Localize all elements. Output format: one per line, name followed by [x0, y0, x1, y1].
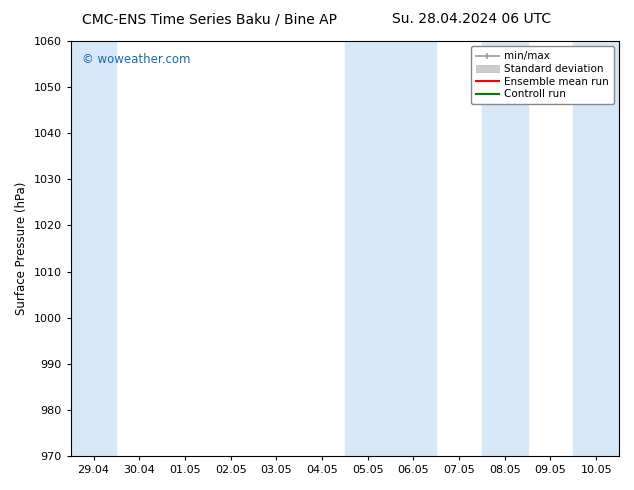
- Bar: [573, 41, 619, 456]
- Bar: [345, 41, 436, 456]
- Text: Su. 28.04.2024 06 UTC: Su. 28.04.2024 06 UTC: [392, 12, 552, 26]
- Y-axis label: Surface Pressure (hPa): Surface Pressure (hPa): [15, 182, 28, 315]
- Text: © woweather.com: © woweather.com: [82, 53, 190, 67]
- Bar: [482, 41, 527, 456]
- Legend: min/max, Standard deviation, Ensemble mean run, Controll run: min/max, Standard deviation, Ensemble me…: [470, 46, 614, 104]
- Bar: [71, 41, 117, 456]
- Text: CMC-ENS Time Series Baku / Bine AP: CMC-ENS Time Series Baku / Bine AP: [82, 12, 337, 26]
